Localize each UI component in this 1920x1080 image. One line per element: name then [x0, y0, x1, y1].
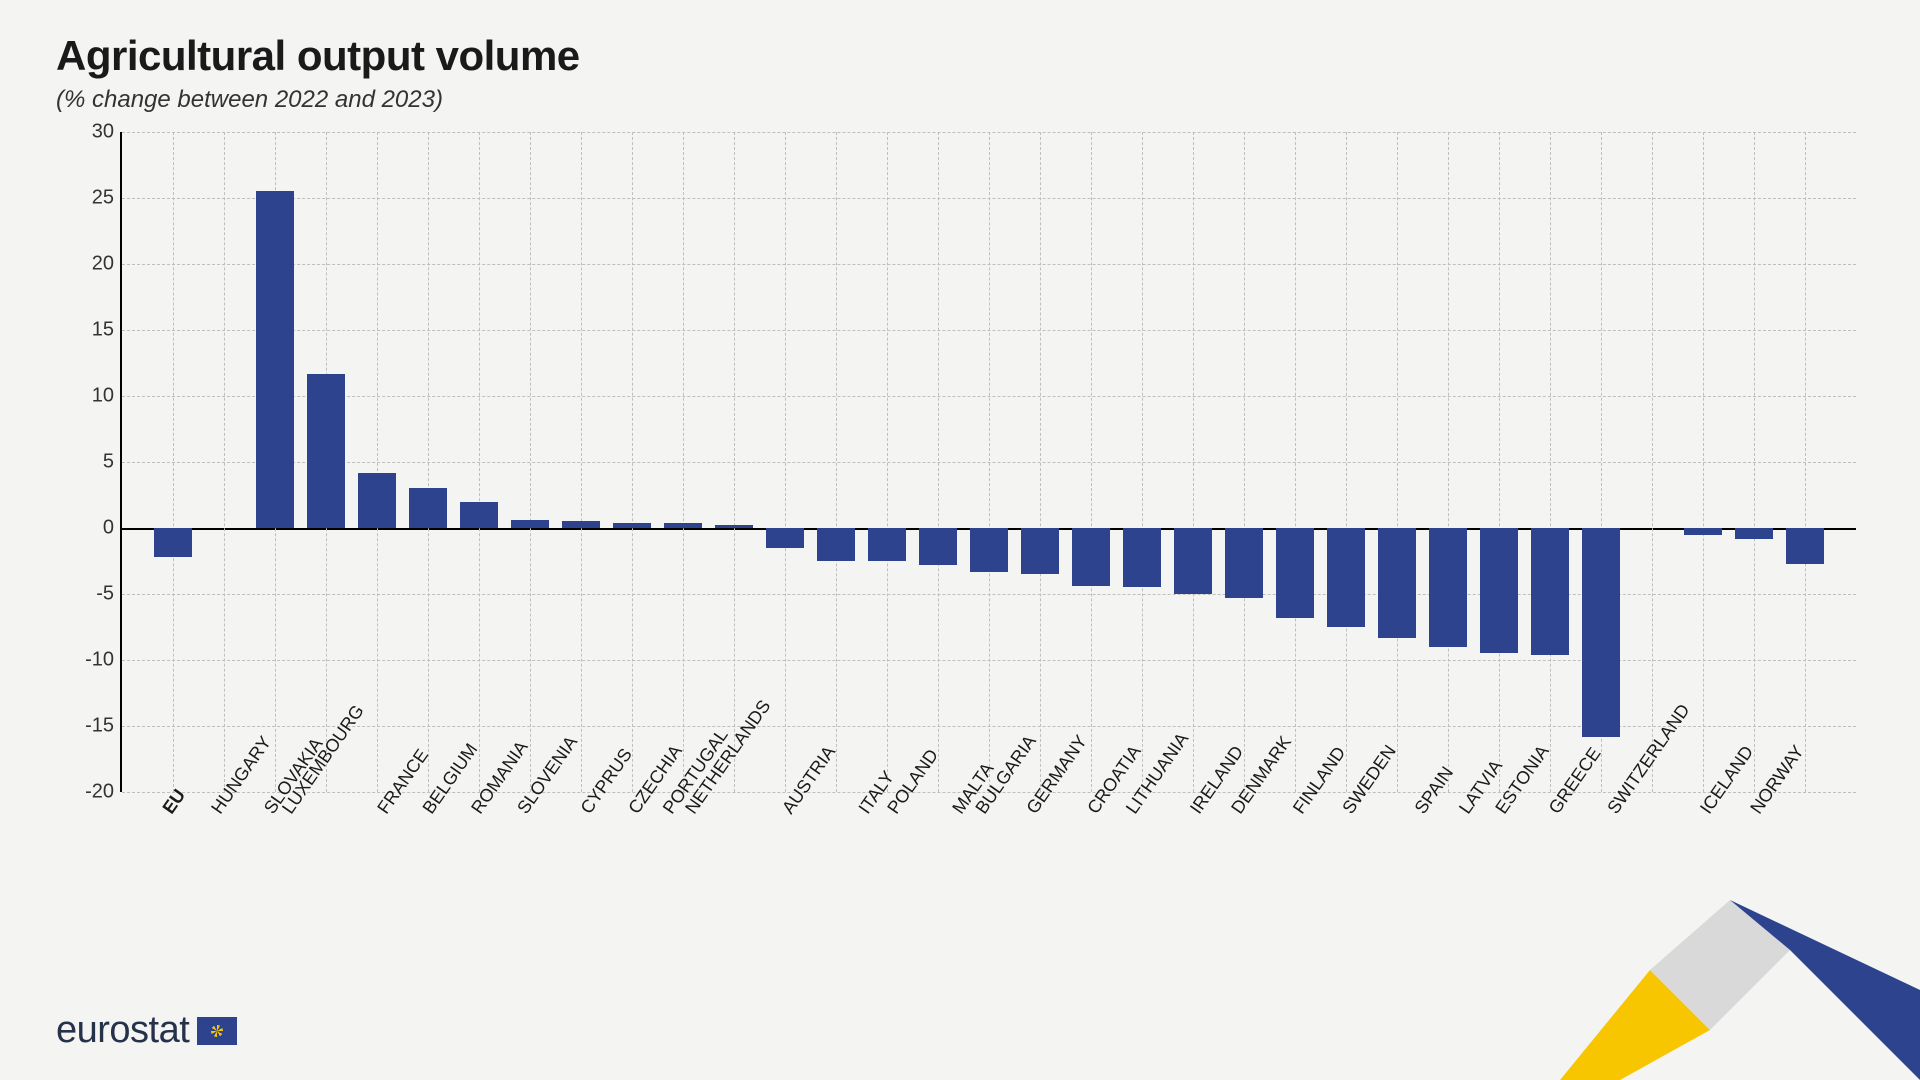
bar: [1531, 528, 1569, 655]
bar: [1786, 528, 1824, 564]
bar: [664, 523, 702, 528]
vgrid-line: [1142, 132, 1143, 792]
bar: [1021, 528, 1059, 574]
vgrid-line: [1397, 132, 1398, 792]
y-tick-label: -20: [68, 781, 114, 804]
bar: [409, 488, 447, 528]
x-tick-label: SPAIN: [1411, 763, 1458, 818]
bar: [817, 528, 855, 561]
vgrid-line: [632, 132, 633, 792]
vgrid-line: [1244, 132, 1245, 792]
vgrid-line: [1805, 132, 1806, 792]
x-tick-label: EU: [159, 786, 191, 819]
bar: [919, 528, 957, 565]
bar: [1072, 528, 1110, 586]
vgrid-line: [1346, 132, 1347, 792]
vgrid-line: [785, 132, 786, 792]
bar: [970, 528, 1008, 572]
bar: [307, 374, 345, 528]
vgrid-line: [224, 132, 225, 792]
y-tick-label: 0: [68, 517, 114, 540]
vgrid-line: [1193, 132, 1194, 792]
y-tick-label: 10: [68, 385, 114, 408]
logo-text: eurostat: [56, 1009, 189, 1052]
vgrid-line: [734, 132, 735, 792]
bar: [256, 191, 294, 528]
vgrid-line: [479, 132, 480, 792]
vgrid-line: [173, 132, 174, 792]
bar: [1582, 528, 1620, 737]
vgrid-line: [377, 132, 378, 792]
vgrid-line: [1040, 132, 1041, 792]
vgrid-line: [530, 132, 531, 792]
bar: [1480, 528, 1518, 653]
vgrid-line: [1448, 132, 1449, 792]
bar: [715, 525, 753, 528]
vgrid-line: [989, 132, 990, 792]
vgrid-line: [1754, 132, 1755, 792]
vgrid-line: [1550, 132, 1551, 792]
x-tick-label: ESTONIA: [1491, 742, 1553, 819]
y-tick-label: 30: [68, 121, 114, 144]
y-tick-label: 20: [68, 253, 114, 276]
decorative-swoosh-icon: [1560, 900, 1920, 1080]
y-tick-label: -5: [68, 583, 114, 606]
bar: [1735, 528, 1773, 539]
vgrid-line: [683, 132, 684, 792]
bar: [358, 473, 396, 528]
bar: [1225, 528, 1263, 598]
chart-area: -20-15-10-5051015202530EUHUNGARYSLOVAKIA…: [56, 132, 1864, 922]
bar: [1684, 528, 1722, 535]
bar: [1429, 528, 1467, 647]
x-tick-label: DENMARK: [1227, 732, 1296, 818]
y-tick-label: 15: [68, 319, 114, 342]
bar: [460, 502, 498, 528]
bar: [613, 523, 651, 528]
bar: [511, 520, 549, 528]
bar: [1327, 528, 1365, 627]
bar: [562, 521, 600, 528]
y-tick-label: -15: [68, 715, 114, 738]
bar: [154, 528, 192, 557]
eu-flag-icon: [197, 1017, 237, 1045]
vgrid-line: [428, 132, 429, 792]
x-tick-label: AUSTRIA: [778, 742, 840, 818]
y-tick-label: -10: [68, 649, 114, 672]
chart-title: Agricultural output volume: [56, 32, 1864, 80]
chart-subtitle: (% change between 2022 and 2023): [56, 86, 1864, 114]
bar: [1378, 528, 1416, 638]
vgrid-line: [1703, 132, 1704, 792]
vgrid-line: [938, 132, 939, 792]
bar: [1276, 528, 1314, 618]
vgrid-line: [581, 132, 582, 792]
vgrid-line: [1091, 132, 1092, 792]
vgrid-line: [836, 132, 837, 792]
vgrid-line: [1652, 132, 1653, 792]
plot-area: -20-15-10-5051015202530EUHUNGARYSLOVAKIA…: [120, 132, 1856, 792]
bar: [766, 528, 804, 548]
eurostat-logo: eurostat: [56, 1009, 237, 1052]
x-tick-label: GREECE: [1545, 744, 1606, 818]
vgrid-line: [1499, 132, 1500, 792]
vgrid-line: [887, 132, 888, 792]
bar: [1174, 528, 1212, 594]
vgrid-line: [1295, 132, 1296, 792]
x-tick-label: LITHUANIA: [1122, 729, 1193, 818]
y-tick-label: 25: [68, 187, 114, 210]
bar: [868, 528, 906, 561]
y-tick-label: 5: [68, 451, 114, 474]
bar: [1123, 528, 1161, 587]
